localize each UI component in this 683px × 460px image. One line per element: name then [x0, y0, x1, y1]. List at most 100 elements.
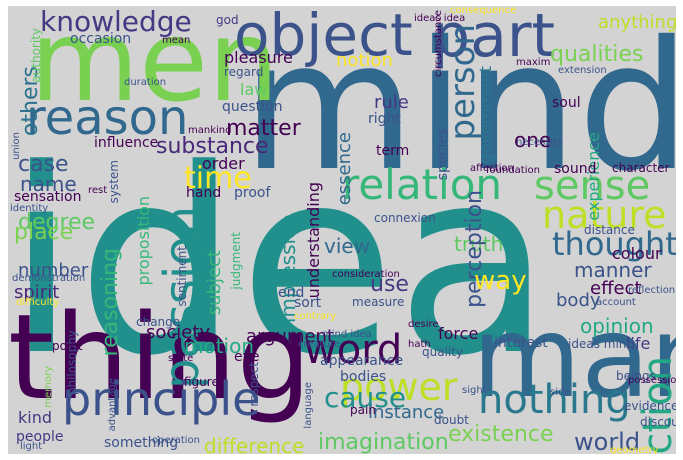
cloud-word: possession [628, 375, 676, 386]
cloud-word: end [278, 285, 305, 301]
cloud-word: sense [534, 163, 651, 209]
cloud-word: sentiment [175, 246, 189, 307]
cloud-word: order [202, 154, 245, 173]
cloud-word: motion [184, 334, 255, 358]
cloud-word: hand [186, 185, 222, 201]
cloud-word: pain [350, 403, 376, 417]
cloud-word: foundation [486, 165, 540, 176]
cloud-word: one [514, 128, 552, 152]
cloud-word: geometry [610, 445, 659, 455]
cloud-word: judgment [229, 232, 243, 290]
cloud-word: character [612, 161, 670, 175]
cloud-word: place [14, 220, 74, 245]
cloud-word: figure [184, 375, 219, 389]
cloud-word: creature [298, 339, 340, 350]
cloud-word: language [303, 382, 314, 429]
cloud-word: consideration [332, 269, 400, 280]
cloud-word: something [104, 435, 179, 451]
cloud-word: pleasure [224, 48, 293, 67]
cloud-word: memory [43, 366, 54, 408]
cloud-word: sort [294, 295, 322, 311]
cloud-word: view [324, 234, 371, 258]
cloud-word: existence [448, 422, 554, 447]
cloud-word: interest [494, 335, 548, 351]
cloud-word: nature [542, 193, 667, 237]
cloud-word: time [184, 161, 252, 196]
cloud-word: government [476, 66, 495, 164]
cloud-word: thing [8, 288, 312, 426]
cloud-word: mean [162, 35, 191, 46]
cloud-word: person [443, 24, 483, 141]
cloud-word: god [216, 13, 239, 27]
cloud-word: matter [226, 116, 301, 141]
cloud-word: desire [408, 319, 439, 330]
cloud-word: advantage [107, 378, 118, 432]
cloud-word: body [556, 290, 601, 311]
cloud-word: manner [574, 258, 652, 282]
cloud-word: word [304, 327, 403, 373]
cloud-word: sound [554, 161, 597, 177]
cloud-word: authority [29, 28, 43, 83]
cloud-word: doubt [434, 413, 469, 427]
cloud-word: force [438, 324, 479, 343]
cloud-word: degree [18, 210, 96, 235]
cloud-word: rule [374, 92, 409, 113]
cloud-word: way [474, 266, 527, 296]
cloud-word: sensation [14, 189, 82, 205]
cloud-word: argument [246, 326, 335, 347]
cloud-word: world [574, 428, 641, 454]
cloud-word: ideas mind [568, 337, 634, 351]
cloud-word: mankind [188, 125, 232, 136]
cloud-word: light [20, 441, 43, 452]
cloud-word: anything [598, 12, 676, 33]
cloud-word: spirit [14, 282, 60, 303]
cloud-word: demonstration [12, 273, 86, 284]
cloud-word: proposition [134, 196, 153, 286]
cloud-word: mind idea [322, 329, 372, 340]
cloud-word: cause [324, 381, 407, 414]
cloud-word: life [626, 334, 651, 353]
cloud-word: reasoning [98, 248, 123, 357]
cloud-word: necessity [516, 137, 564, 148]
cloud-word: relation [342, 160, 503, 209]
cloud-word: essence [334, 132, 355, 206]
cloud-word: colour [612, 244, 662, 263]
cloud-word: point [52, 339, 83, 353]
cloud-word: proof [234, 185, 271, 201]
cloud-word: evidence [624, 399, 676, 413]
cloud-word: notion [336, 50, 393, 71]
cloud-word: hath [408, 339, 431, 350]
cloud-word: union [11, 132, 22, 160]
cloud-word: reason [26, 90, 189, 146]
cloud-word: society [146, 322, 211, 343]
cloud-word: side [550, 387, 571, 398]
cloud-word: system [107, 160, 121, 204]
cloud-word: object [234, 6, 413, 69]
cloud-word: discourse [640, 415, 676, 429]
cloud-word: qualities [550, 42, 644, 67]
cloud-word: number [18, 260, 89, 281]
cloud-word: effect [590, 278, 642, 299]
cloud-word: right [368, 111, 401, 127]
cloud-word: species [435, 128, 451, 181]
cloud-word: people [16, 429, 64, 445]
cloud-word: sight [462, 385, 487, 396]
cloud-word: mind [242, 6, 676, 210]
cloud-word: principle [62, 372, 261, 426]
cloud-word: thought [552, 225, 676, 263]
cloud-word: occasion [70, 31, 132, 47]
cloud-word: man [472, 293, 676, 423]
cloud-word: consequence [450, 6, 517, 16]
cloud-word: state [168, 353, 194, 364]
cloud-word: quality [422, 345, 464, 359]
cloud-word: kind [18, 408, 53, 427]
cloud-word: distance [584, 223, 635, 237]
cloud-word: subject [204, 250, 225, 316]
cloud-word: extension [558, 65, 607, 76]
cloud-word: difficulty [16, 297, 60, 308]
cloud-word: beings [616, 369, 656, 383]
cloud-word: difference [204, 434, 305, 454]
cloud-word: name [20, 172, 77, 196]
cloud-word: knowledge [40, 6, 192, 38]
